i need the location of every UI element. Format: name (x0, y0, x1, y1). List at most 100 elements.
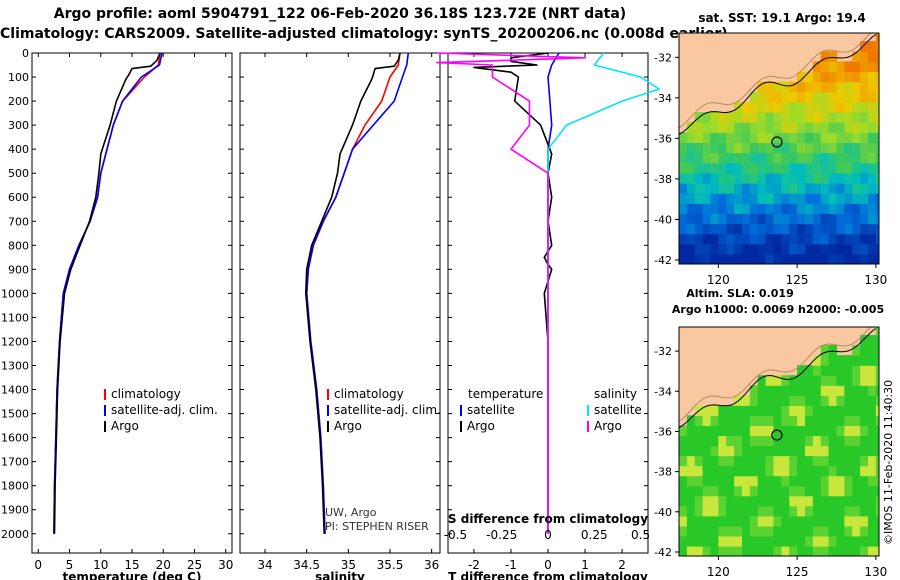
map-cell (875, 132, 879, 144)
map-cell (686, 152, 696, 164)
map-cell (860, 233, 869, 245)
map-cell (820, 375, 830, 386)
map-cell (679, 193, 688, 204)
map-cell (812, 495, 822, 507)
map-field-sla (679, 327, 879, 556)
map-cell (757, 112, 767, 123)
map-cell (812, 455, 822, 467)
map-cell (820, 51, 830, 62)
map-cell (820, 355, 830, 366)
map-cell (757, 425, 767, 437)
map-cell (694, 162, 704, 174)
map-cell (804, 182, 814, 194)
map-cell (718, 415, 727, 427)
map-cell (852, 445, 861, 457)
map-cell (828, 122, 838, 133)
map-cell (741, 485, 751, 497)
map-cell (686, 193, 696, 204)
map-cell (710, 435, 719, 447)
map-cell (718, 445, 727, 457)
map-cell (804, 465, 814, 477)
map-cell (875, 162, 879, 174)
map-cell (836, 415, 845, 427)
map-cell (828, 435, 838, 447)
map-cell (781, 455, 790, 467)
map-cell (686, 445, 696, 457)
map-cell (789, 495, 798, 507)
map-cell (867, 505, 877, 517)
map-cell (749, 112, 759, 123)
map-cell (867, 203, 877, 214)
map-cell (852, 182, 861, 194)
map-cell (773, 395, 782, 406)
map-cell (789, 525, 798, 537)
map-cell (757, 485, 767, 497)
map-cell (828, 233, 838, 245)
map-cell (694, 142, 704, 154)
map-cell (694, 233, 704, 245)
map-cell (812, 515, 822, 527)
map-cell (773, 455, 782, 467)
map-cell (734, 233, 743, 245)
map-cell (773, 213, 782, 225)
map-cell (702, 233, 712, 245)
map-cell (867, 253, 877, 264)
map-cell (765, 475, 775, 487)
map-cell (820, 455, 830, 467)
map-cell (860, 243, 869, 255)
map-cell (749, 213, 759, 225)
map-cell (765, 172, 775, 184)
map-cell (820, 203, 830, 214)
x-tick-label: 10 (93, 558, 108, 572)
map-cell (836, 122, 845, 133)
map-cell (860, 112, 869, 123)
map-cell (867, 365, 877, 376)
map-cell (741, 193, 751, 204)
map-cell (773, 415, 782, 427)
map-cell (702, 223, 712, 235)
map-cell (820, 365, 830, 376)
map-cell (852, 122, 861, 133)
map-cell (828, 455, 838, 467)
map-cell (820, 535, 830, 547)
map-cell (718, 253, 727, 264)
map-cell (765, 91, 775, 103)
map-cell (812, 142, 822, 154)
map-cell (804, 495, 814, 507)
map-cell (734, 535, 743, 547)
map-cell (828, 51, 838, 62)
map-cell (679, 525, 688, 537)
map-cell (828, 253, 838, 264)
map-cell (749, 193, 759, 204)
map-cell (852, 405, 861, 416)
map-cell (804, 395, 814, 406)
map-cell (875, 545, 879, 556)
map-sst: -32 -34 -36 -38 -40 -42 120 125 130 (654, 32, 887, 287)
map-cell (694, 152, 704, 164)
map-cell (804, 505, 814, 517)
s-tick-label: 0.5 (631, 528, 650, 542)
map-cell (702, 203, 712, 214)
map-cell (686, 465, 696, 477)
map-cell (860, 81, 869, 93)
map-x-tick-label: 125 (786, 273, 809, 287)
map-cell (789, 415, 798, 427)
map-cell (773, 112, 782, 123)
map-field-sst (679, 33, 879, 264)
map-cell (694, 545, 704, 556)
map-cell (804, 91, 814, 103)
y-tick-label: 1600 (1, 432, 29, 445)
map-cell (797, 172, 806, 184)
map-cell (804, 152, 814, 164)
map-cell (828, 415, 838, 427)
map-cell (812, 475, 822, 487)
map-cell (734, 112, 743, 123)
map-cell (718, 515, 727, 527)
map-cell (686, 425, 696, 437)
imos-watermark: ©IMOS 11-Feb-2020 11:40:30 (882, 380, 895, 545)
profile-location-marker (771, 429, 783, 441)
map-cell (749, 435, 759, 447)
map-cell (836, 485, 845, 497)
panel-salinity: 34 34.5 35 35.5 36 salinity climatology satelli… (239, 52, 441, 580)
profile-location-marker (771, 136, 783, 148)
